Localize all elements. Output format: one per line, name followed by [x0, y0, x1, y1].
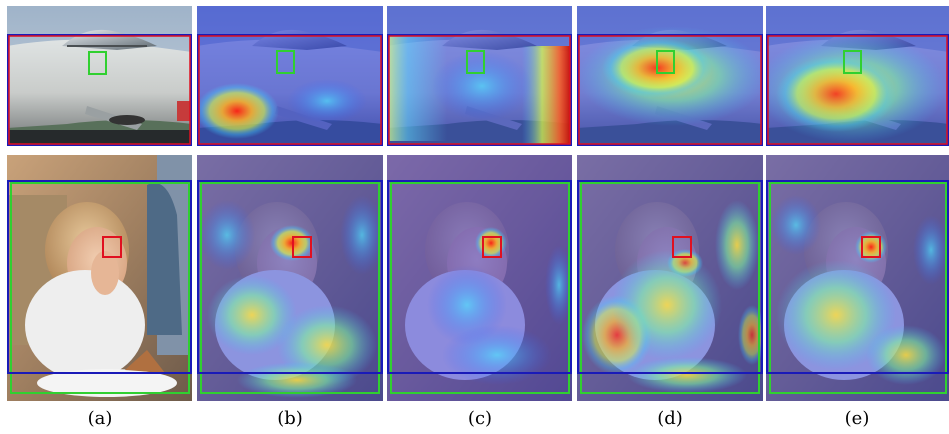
- caption-e: (e): [844, 408, 870, 429]
- child-original-image: [7, 155, 192, 401]
- airplane-heatmap-e: [766, 6, 949, 146]
- child-heatmap-d: [577, 155, 763, 401]
- child-heatmap-c: [387, 155, 572, 401]
- airplane-heatmap-c: [387, 6, 572, 146]
- child-heatmap-e: [766, 155, 949, 401]
- airplane-heatmap-b: [197, 6, 383, 146]
- airplane-original-image: [7, 6, 192, 146]
- caption-b: (b): [277, 408, 303, 429]
- child-heatmap-b: [197, 155, 383, 401]
- caption-c: (c): [467, 408, 493, 429]
- airplane-heatmap-d: [577, 6, 763, 146]
- caption-a: (a): [87, 408, 113, 429]
- caption-d: (d): [657, 408, 683, 429]
